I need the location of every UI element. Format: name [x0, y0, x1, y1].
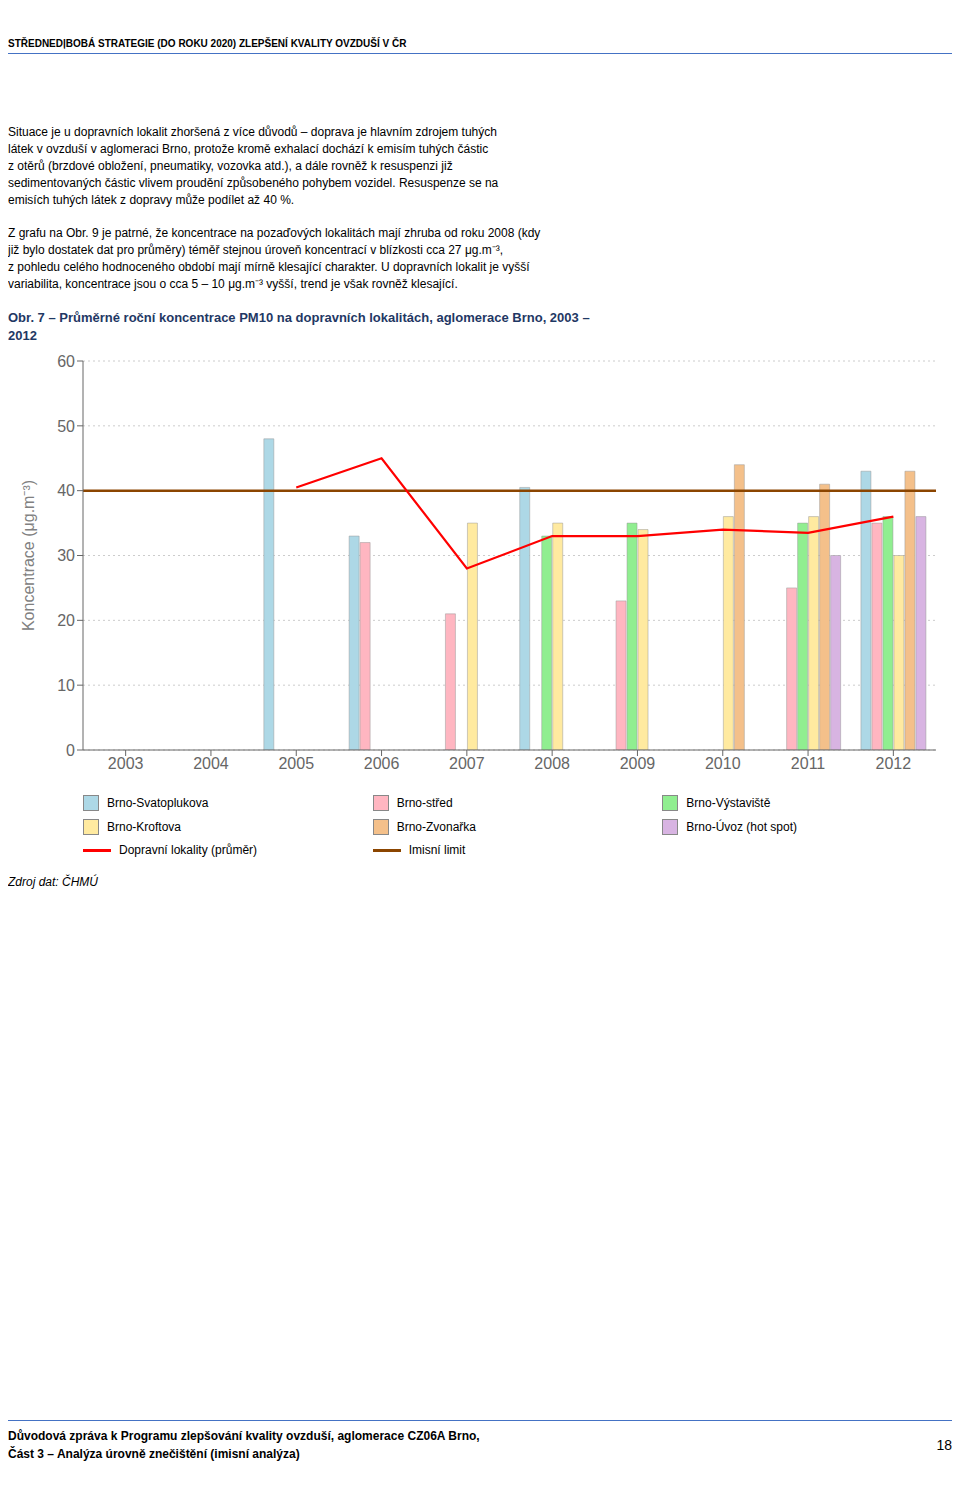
- html-text:Dopravní lokality (průměr): Dopravní lokality (průměr): [119, 843, 257, 857]
- html-text:Brno-Svatoplukova: Brno-Svatoplukova: [107, 796, 209, 810]
- svg-text:40: 40: [57, 482, 75, 499]
- svg-text:Koncentrace (μg.m⁻³): Koncentrace (μg.m⁻³): [20, 480, 37, 631]
- svg-text:2003: 2003: [108, 755, 144, 772]
- svg-text:20: 20: [57, 612, 75, 629]
- svg-text:2004: 2004: [193, 755, 229, 772]
- html-text:Z grafu na Obr. 9 je patrné, ž: Z grafu na Obr. 9 je patrné, že koncentr…: [8, 226, 541, 240]
- html-text:Zdroj dat: ČHMÚ: Zdroj dat: ČHMÚ: [8, 875, 98, 889]
- svg-text:2006: 2006: [364, 755, 400, 772]
- html-text:STŘEDNEDļBOBÁ STRATEGIE (DO RO: STŘEDNEDļBOBÁ STRATEGIE (DO ROKU 2020) Z…: [8, 38, 407, 49]
- svg-text:2012: 2012: [876, 755, 912, 772]
- svg-text:2008: 2008: [534, 755, 570, 772]
- html-text:látek v ovzduší v aglomeraci B: látek v ovzduší v aglomeraci Brno, proto…: [8, 142, 489, 156]
- svg-text:2007: 2007: [449, 755, 485, 772]
- html-text:již bylo dostatek dat pro prům: již bylo dostatek dat pro průměry) téměř…: [8, 243, 504, 257]
- html-text:Brno-Výstaviště: Brno-Výstaviště: [686, 796, 771, 810]
- html-text:Brno-Zvonařka: Brno-Zvonařka: [396, 820, 476, 834]
- svg-text:2009: 2009: [620, 755, 656, 772]
- html-text:Brno-Kroftova: Brno-Kroftova: [107, 820, 181, 834]
- svg-text:60: 60: [57, 353, 75, 370]
- html-text:variabilita, koncentrace jsou: variabilita, koncentrace jsou o cca 5 – …: [8, 277, 458, 291]
- html-text:Situace je u dopravních lokali: Situace je u dopravních lokalit zhoršená…: [8, 125, 497, 139]
- html-text:Brno-střed: Brno-střed: [396, 796, 453, 810]
- svg-text:30: 30: [57, 547, 75, 564]
- svg-text:2005: 2005: [278, 755, 314, 772]
- html-text:sedimentovaných částic vlivem: sedimentovaných částic vlivem proudění z…: [8, 176, 499, 190]
- html-text:Část 3 – Analýza úrovně znečiš: Část 3 – Analýza úrovně znečištění (imis…: [8, 1447, 300, 1461]
- html-text:Brno-Úvoz (hot spot): Brno-Úvoz (hot spot): [686, 820, 797, 834]
- svg-text:2011: 2011: [791, 755, 826, 772]
- svg-text:0: 0: [66, 742, 75, 759]
- html-text:z otěrů (brzdové obložení, pne: z otěrů (brzdové obložení, pneumatiky, v…: [8, 159, 453, 173]
- html-text:emisích tuhých látek z dopravy: emisích tuhých látek z dopravy může podí…: [8, 193, 295, 207]
- svg-text:50: 50: [57, 418, 75, 435]
- html-text:Imisní limit: Imisní limit: [408, 843, 466, 857]
- html-text:Důvodová zpráva k Programu zle: Důvodová zpráva k Programu zlepšování kv…: [8, 1429, 480, 1443]
- html-text:Obr. 7 – Průměrné roční koncen: Obr. 7 – Průměrné roční koncentrace PM10…: [8, 310, 590, 343]
- svg-text:10: 10: [57, 677, 75, 694]
- html-text:18: 18: [936, 1437, 952, 1453]
- html-text:z pohledu celého hodnoceného o: z pohledu celého hodnoceného období mají…: [8, 260, 530, 274]
- svg-text:2010: 2010: [705, 755, 741, 772]
